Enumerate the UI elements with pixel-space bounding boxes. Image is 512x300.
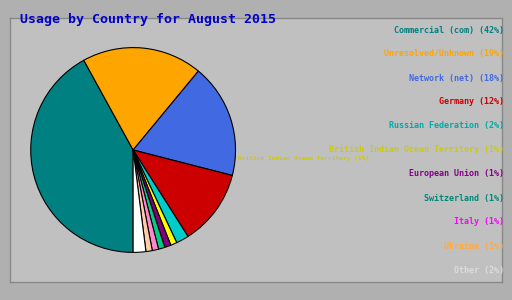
Text: British Indian Ocean Territory (1%): British Indian Ocean Territory (1%)	[329, 146, 504, 154]
Wedge shape	[133, 150, 232, 236]
Text: Commercial (com) (42%): Commercial (com) (42%)	[394, 26, 504, 34]
Text: Unresolved/Unknown (19%): Unresolved/Unknown (19%)	[385, 50, 504, 58]
Wedge shape	[133, 150, 188, 243]
Text: Italy (1%): Italy (1%)	[454, 218, 504, 226]
Text: British Indian Ocean Territory (1%): British Indian Ocean Territory (1%)	[238, 156, 369, 161]
Text: Germany (12%): Germany (12%)	[439, 98, 504, 106]
Wedge shape	[133, 150, 159, 250]
Wedge shape	[133, 71, 236, 176]
Text: Network (net) (18%): Network (net) (18%)	[409, 74, 504, 82]
Text: Ukraine (1%): Ukraine (1%)	[444, 242, 504, 250]
Text: Switzerland (1%): Switzerland (1%)	[424, 194, 504, 202]
Wedge shape	[133, 150, 177, 245]
Text: Russian Federation (2%): Russian Federation (2%)	[389, 122, 504, 130]
Wedge shape	[133, 150, 171, 248]
Wedge shape	[133, 150, 152, 252]
Wedge shape	[84, 48, 198, 150]
Wedge shape	[31, 60, 133, 252]
Wedge shape	[133, 150, 165, 249]
Text: Usage by Country for August 2015: Usage by Country for August 2015	[20, 14, 276, 26]
Wedge shape	[133, 150, 146, 252]
Text: European Union (1%): European Union (1%)	[409, 169, 504, 178]
Text: Other (2%): Other (2%)	[454, 266, 504, 274]
